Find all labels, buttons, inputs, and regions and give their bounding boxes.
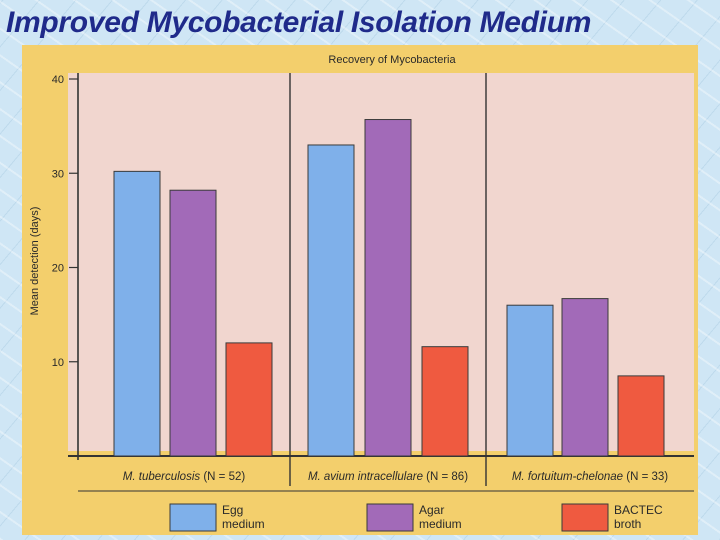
legend-swatch (366, 503, 414, 532)
bar-egg-medium (506, 304, 554, 457)
legend-swatch (169, 503, 217, 532)
category-label: M. tuberculosis (N = 52) (123, 471, 246, 483)
category-species: M. avium intracellulare (308, 471, 426, 483)
category-label: M. avium intracellulare (N = 86) (308, 471, 468, 483)
y-tick-label: 10 (52, 357, 64, 369)
chart-figure: Recovery of Mycobacteria 10 20 30 40 Mean de… (22, 45, 698, 535)
legend-label: Egg (222, 503, 243, 517)
bar-agar-medium (561, 298, 609, 457)
legend-label: broth (614, 517, 641, 531)
chart-title: Recovery of Mycobacteria (328, 54, 456, 66)
bar-egg-medium (307, 144, 355, 457)
legend-label: medium (222, 517, 265, 531)
bar-egg-medium (113, 170, 161, 457)
y-tick-label: 40 (52, 74, 64, 86)
bar-bactec-broth (421, 346, 469, 457)
legend-swatch (561, 503, 609, 532)
y-tick-label: 30 (52, 168, 64, 180)
bar-agar-medium (169, 189, 217, 457)
category-label: M. fortuitum-chelonae (N = 33) (512, 471, 668, 483)
y-axis-label: Mean detection (days) (29, 207, 41, 316)
bar-agar-medium (364, 119, 412, 457)
legend-label: medium (419, 517, 462, 531)
bar-chart: Recovery of Mycobacteria 10 20 30 40 Mean de… (29, 54, 694, 532)
bar-bactec-broth (617, 375, 665, 457)
slide-title: Improved Mycobacterial Isolation Medium (6, 6, 592, 39)
legend-label: Agar (419, 503, 444, 517)
legend-label: BACTEC (614, 503, 663, 517)
y-tick-label: 20 (52, 263, 64, 275)
category-count: (N = 33) (626, 471, 668, 483)
category-count: (N = 86) (426, 471, 468, 483)
category-species: M. tuberculosis (123, 471, 204, 483)
category-species: M. fortuitum-chelonae (512, 471, 626, 483)
category-count: (N = 52) (203, 471, 245, 483)
bar-bactec-broth (225, 342, 273, 457)
